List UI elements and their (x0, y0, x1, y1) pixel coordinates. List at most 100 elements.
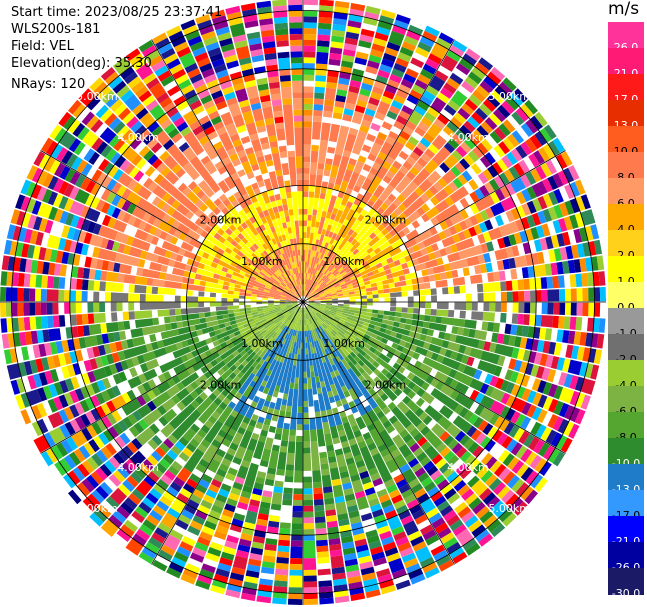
velocity-gate (306, 80, 326, 245)
velocity-gate (126, 341, 228, 401)
velocity-gate (306, 86, 384, 292)
colorbar-segment (608, 282, 644, 309)
velocity-gate (20, 196, 86, 230)
velocity-gate (315, 112, 343, 228)
velocity-gate (500, 302, 507, 313)
velocity-gate (248, 37, 265, 63)
velocity-gate (316, 327, 367, 417)
velocity-gate (36, 402, 48, 418)
colorbar-segment (608, 22, 644, 49)
velocity-gate (197, 574, 213, 585)
velocity-gate (315, 340, 341, 402)
velocity-gate (264, 543, 277, 552)
velocity-gate (240, 524, 267, 602)
velocity-gate (303, 302, 437, 430)
velocity-gate (401, 41, 417, 52)
velocity-gate (135, 63, 186, 128)
velocity-gate (278, 539, 290, 547)
velocity-gate (289, 569, 303, 576)
velocity-gate (393, 473, 454, 572)
velocity-gate (95, 485, 109, 500)
velocity-gate (145, 99, 159, 112)
velocity-gate (313, 487, 329, 553)
velocity-gate (403, 557, 419, 569)
velocity-gate (360, 249, 557, 293)
velocity-gate (117, 142, 256, 262)
velocity-gate (383, 152, 432, 207)
velocity-gate (47, 371, 128, 413)
velocity-gate (308, 304, 449, 384)
velocity-gate (58, 277, 66, 289)
velocity-gate (516, 463, 529, 478)
velocity-gate (558, 316, 565, 329)
velocity-gate (15, 194, 97, 233)
colorbar-segment (608, 48, 644, 75)
velocity-gate (420, 524, 434, 536)
velocity-gate (44, 219, 54, 234)
velocity-gate (306, 330, 323, 430)
velocity-gate (68, 99, 125, 152)
velocity-gate (341, 54, 355, 63)
velocity-gate (407, 217, 474, 255)
velocity-gate (303, 186, 570, 302)
velocity-gate (271, 307, 303, 505)
velocity-gate (17, 317, 25, 332)
velocity-gate (446, 77, 460, 90)
velocity-gate (562, 231, 571, 246)
velocity-gate (40, 289, 88, 302)
velocity-gate (289, 312, 299, 329)
velocity-gate (288, 4, 303, 58)
velocity-gate (195, 413, 245, 494)
ring-label: 2.00km (365, 214, 407, 227)
velocity-gate (359, 179, 479, 264)
velocity-gate (66, 227, 76, 240)
velocity-gate (208, 110, 299, 292)
velocity-gate (125, 467, 192, 556)
velocity-gate (280, 80, 293, 105)
velocity-gate (291, 191, 299, 221)
velocity-gate (370, 503, 388, 529)
velocity-gate (225, 589, 241, 599)
velocity-gate (83, 442, 96, 456)
velocity-gate (195, 385, 254, 474)
velocity-gate (75, 302, 82, 314)
velocity-gate (61, 366, 71, 379)
velocity-gate (355, 51, 369, 60)
velocity-gate (160, 118, 228, 203)
velocity-gate (252, 285, 287, 298)
velocity-gate (553, 342, 562, 356)
velocity-gate (58, 409, 70, 424)
velocity-gate (314, 75, 327, 94)
velocity-gate (138, 40, 175, 87)
velocity-gate (271, 251, 301, 298)
velocity-gate (345, 564, 360, 573)
velocity-gate (146, 310, 289, 400)
velocity-gate (26, 361, 124, 406)
velocity-gate (339, 435, 378, 539)
velocity-gate (244, 20, 263, 52)
velocity-gate (29, 302, 36, 316)
velocity-gate (98, 158, 110, 172)
velocity-gate (313, 306, 369, 331)
velocity-gate (450, 89, 486, 129)
colorbar-segment (608, 464, 644, 491)
velocity-gate (285, 285, 299, 299)
velocity-gate (166, 440, 186, 461)
colorbar-segment (608, 386, 644, 413)
velocity-gate (308, 302, 553, 341)
velocity-gate (210, 478, 222, 489)
velocity-gate (261, 561, 275, 569)
velocity-gate (244, 575, 259, 584)
velocity-gate (303, 523, 317, 576)
velocity-gate (477, 148, 523, 185)
velocity-gate (32, 342, 53, 359)
velocity-gate (261, 35, 279, 78)
velocity-gate (317, 557, 330, 564)
colorbar: 26.021.017.013.010.08.06.04.02.01.00.0-1… (608, 22, 644, 600)
velocity-gate (348, 14, 363, 23)
velocity-gate (552, 137, 565, 153)
velocity-gate (408, 568, 424, 580)
velocity-gate (35, 288, 286, 302)
velocity-gate (303, 16, 318, 23)
velocity-gate (162, 349, 247, 423)
